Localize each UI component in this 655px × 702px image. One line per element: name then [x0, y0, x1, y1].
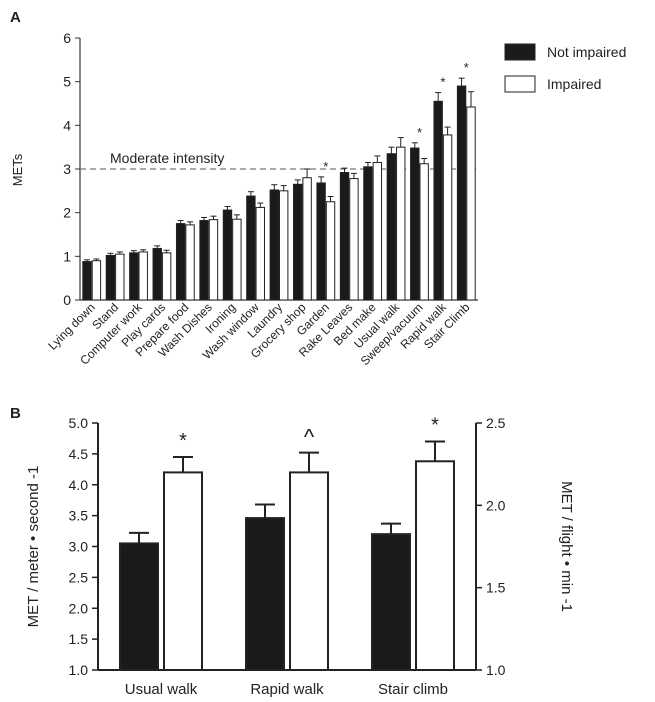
x-tick-label: Usual walk: [125, 681, 198, 698]
bar-impaired: [185, 224, 195, 301]
y-tick-label-right: 1.5: [486, 580, 506, 596]
bar-impaired: [325, 201, 336, 301]
bar-not-impaired: [433, 100, 443, 301]
y-tick-label-left: 1.0: [69, 662, 89, 678]
y-tick-label: 6: [63, 30, 71, 46]
bar-impaired: [91, 260, 102, 301]
bar-impaired: [415, 460, 455, 671]
bar-impaired: [419, 163, 429, 301]
y-tick-label: 5: [63, 74, 71, 90]
bar-impaired: [255, 206, 265, 301]
y-tick-label: 2: [63, 205, 71, 221]
bar-impaired: [115, 253, 125, 301]
y-tick-label-left: 3.0: [69, 539, 89, 555]
bar-not-impaired: [82, 261, 92, 301]
bar-impaired: [163, 471, 203, 671]
bar-not-impaired: [175, 223, 186, 301]
bar-not-impaired: [245, 517, 285, 671]
bar-not-impaired: [410, 147, 420, 301]
panel-label-b: B: [10, 405, 21, 422]
y-tick-label-left: 5.0: [69, 415, 89, 431]
bar-not-impaired: [316, 182, 326, 301]
y-tick-label-left: 2.5: [69, 569, 89, 585]
bar-not-impaired: [339, 171, 350, 301]
significance-marker: *: [431, 415, 439, 437]
legend-swatch-impaired: [504, 75, 536, 93]
bar-impaired: [302, 177, 312, 301]
bar-impaired: [161, 252, 172, 301]
significance-marker: *: [417, 125, 422, 140]
bar-impaired: [289, 471, 329, 671]
legend-label: Impaired: [547, 76, 601, 92]
y-axis-label: METs: [10, 153, 25, 186]
y-tick-label-left: 4.5: [69, 446, 89, 462]
bar-not-impaired: [129, 252, 139, 301]
bar-not-impaired: [222, 209, 233, 301]
bar-not-impaired: [386, 153, 397, 301]
x-tick-label: Rapid walk: [250, 681, 324, 698]
bar-impaired: [279, 190, 289, 301]
y-tick-label: 0: [63, 292, 71, 308]
y-tick-label: 3: [63, 161, 71, 177]
y-tick-label: 4: [63, 117, 71, 133]
significance-marker: *: [323, 159, 328, 174]
bar-impaired: [442, 134, 453, 301]
y-tick-label-right: 1.0: [486, 662, 506, 678]
y-tick-label-right: 2.5: [486, 415, 506, 431]
bar-not-impaired: [199, 220, 209, 301]
bar-not-impaired: [363, 166, 373, 301]
bar-impaired: [208, 219, 219, 301]
bar-not-impaired: [119, 542, 159, 671]
bar-impaired: [372, 161, 383, 301]
chart-panel-b: 1.0 1.5 2.0 2.5 3.0 3.5 4.0 4.5 5.0 1.0 1.5 2.0 2.5 M…: [25, 415, 575, 698]
y-tick-label: 1: [63, 248, 71, 264]
significance-marker: *: [179, 430, 187, 452]
bar-not-impaired: [269, 189, 280, 301]
bar-impaired: [138, 251, 148, 301]
x-tick-label: Stair climb: [378, 681, 448, 698]
bar-not-impaired: [371, 533, 411, 672]
bar-not-impaired: [105, 254, 116, 301]
legend-label: Not impaired: [547, 44, 626, 60]
panel-label-a: A: [10, 9, 21, 26]
bar-impaired: [466, 106, 476, 301]
y-tick-label-left: 4.0: [69, 477, 89, 493]
bar-not-impaired: [456, 85, 467, 301]
y-tick-label-left: 1.5: [69, 631, 89, 647]
legend-swatch-not-impaired: [504, 43, 536, 61]
y-axis-label-right: MET / flight • min -1: [558, 481, 575, 612]
significance-marker: ^: [304, 425, 315, 450]
bar-not-impaired: [152, 247, 162, 301]
bar-impaired: [232, 218, 242, 301]
y-tick-label-left: 3.5: [69, 508, 89, 524]
bar-not-impaired: [293, 183, 303, 301]
y-axis-label-left: MET / meter • second -1: [25, 466, 42, 628]
reference-line-label: Moderate intensity: [110, 150, 224, 166]
bar-not-impaired: [246, 195, 256, 301]
significance-marker: *: [440, 75, 445, 90]
y-tick-label-left: 2.0: [69, 600, 89, 616]
y-tick-label-right: 2.0: [486, 497, 506, 513]
bar-impaired: [396, 146, 406, 301]
significance-marker: *: [464, 60, 469, 75]
bar-impaired: [349, 178, 359, 301]
